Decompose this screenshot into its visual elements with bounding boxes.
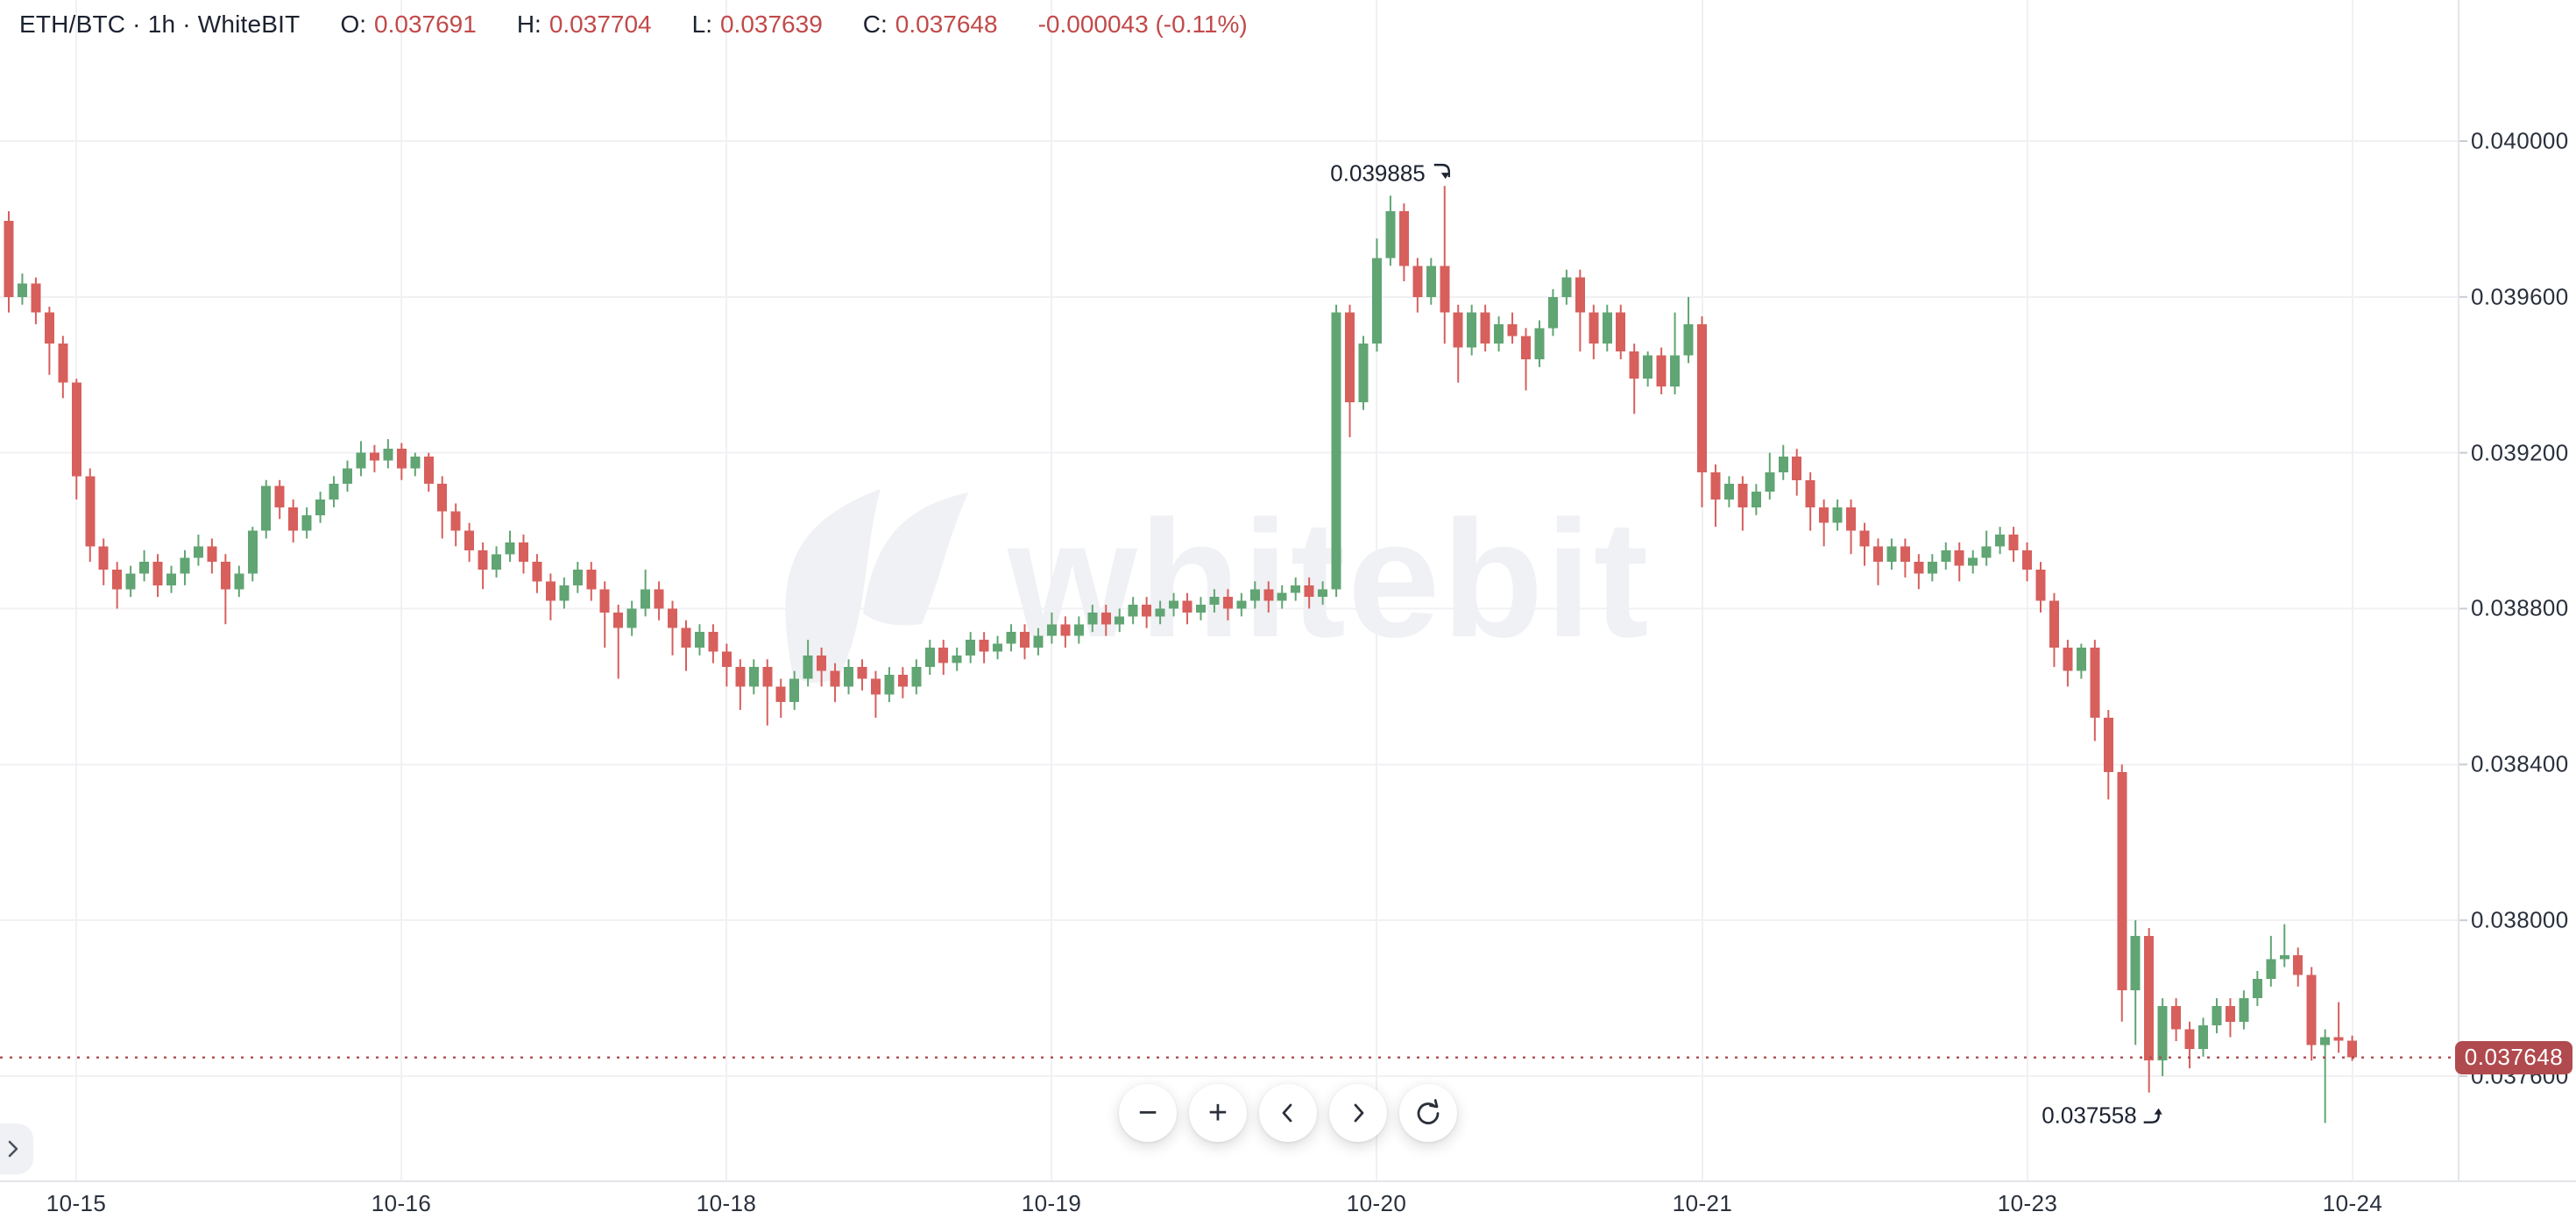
scroll-right-button[interactable]: [1329, 1084, 1387, 1142]
minus-icon: −: [1137, 1095, 1158, 1131]
low-label: L:: [691, 11, 712, 38]
chevron-right-icon: [8, 1140, 18, 1158]
change-value: -0.000043 (-0.11%): [1037, 11, 1248, 38]
chevron-right-icon: [1354, 1103, 1364, 1123]
plus-icon: +: [1207, 1095, 1228, 1131]
low-price-annotation: 0.037558: [2042, 1102, 2137, 1129]
chevron-left-icon: [1282, 1103, 1292, 1123]
high-label: H:: [516, 11, 541, 38]
reset-chart-button[interactable]: [1399, 1084, 1457, 1142]
symbol-info[interactable]: ETH/BTC · 1h · WhiteBIT: [19, 11, 300, 39]
chart-toolbar: − +: [1119, 1084, 1457, 1142]
refresh-icon: [1417, 1099, 1440, 1124]
candles: [4, 186, 2358, 1123]
expand-panel-button[interactable]: [0, 1123, 33, 1174]
low-annotation-arrow: [2143, 1109, 2160, 1123]
scroll-left-button[interactable]: [1259, 1084, 1317, 1142]
zoom-in-button[interactable]: +: [1189, 1084, 1247, 1142]
high-annotation-arrow: [1433, 163, 1450, 178]
high-value: 0.037704: [548, 11, 652, 38]
low-value: 0.037639: [719, 11, 823, 38]
close-value: 0.037648: [895, 11, 998, 38]
zoom-out-button[interactable]: −: [1119, 1084, 1177, 1142]
ohlc-low: L: 0.037639: [692, 11, 823, 39]
ohlc-high: H: 0.037704: [517, 11, 652, 39]
watermark-text: whitebit: [1007, 486, 1651, 672]
open-label: O:: [340, 11, 367, 38]
ohlc-close: C: 0.037648: [863, 11, 998, 39]
open-value: 0.037691: [374, 11, 477, 38]
chart-legend: ETH/BTC · 1h · WhiteBIT O: 0.037691 H: 0…: [19, 9, 1288, 40]
high-price-annotation: 0.039885: [1330, 159, 1426, 187]
symbol-title: ETH/BTC · 1h · WhiteBIT: [19, 11, 301, 38]
current-price-badge: 0.037648: [2455, 1040, 2572, 1074]
whitebit-watermark: whitebit: [785, 486, 1651, 683]
close-label: C:: [862, 11, 888, 38]
price-change: -0.000043 (-0.11%): [1038, 11, 1248, 39]
ohlc-open: O: 0.037691: [340, 11, 476, 39]
